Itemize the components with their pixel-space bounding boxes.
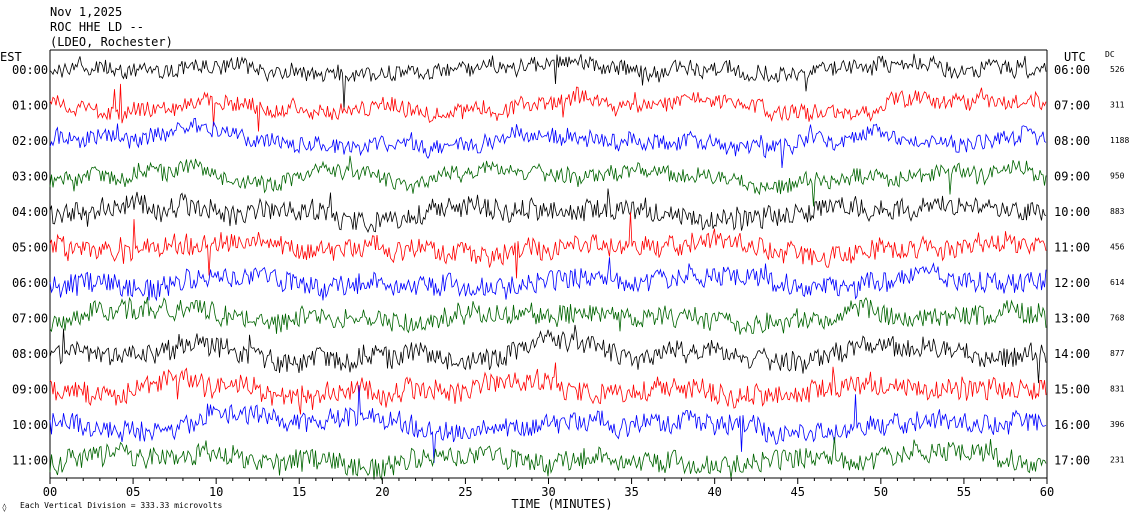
utc-hour-label: 13:00 bbox=[1054, 312, 1090, 326]
dc-value: 1188 bbox=[1110, 136, 1129, 145]
trace-line bbox=[49, 83, 1047, 132]
utc-hour-label: 12:00 bbox=[1054, 276, 1090, 290]
dc-value: 877 bbox=[1110, 349, 1125, 358]
footer-symbol: ◊ bbox=[2, 503, 7, 512]
x-tick-label: 55 bbox=[957, 485, 971, 499]
est-hour-label: 02:00 bbox=[12, 134, 48, 148]
x-tick-label: 20 bbox=[375, 485, 389, 499]
est-axis-label: EST bbox=[0, 50, 22, 64]
trace-line bbox=[49, 436, 1047, 481]
network-label: (LDEO, Rochester) bbox=[50, 35, 173, 49]
dc-value: 950 bbox=[1110, 172, 1125, 181]
utc-hour-label: 09:00 bbox=[1054, 170, 1090, 184]
utc-hour-label: 10:00 bbox=[1054, 205, 1090, 219]
x-axis-ticks: 00 05 10 15 20 25 30 35 40 45 50 55 60 bbox=[43, 478, 1054, 499]
trace-line bbox=[49, 296, 1047, 335]
utc-axis-label: UTC bbox=[1064, 50, 1086, 64]
trace-line bbox=[49, 362, 1047, 415]
dc-value: 396 bbox=[1110, 420, 1125, 429]
dc-value: 831 bbox=[1110, 385, 1125, 394]
trace-line bbox=[49, 155, 1047, 207]
trace-line bbox=[49, 188, 1047, 233]
dc-value: 311 bbox=[1110, 101, 1125, 110]
x-tick-label: 25 bbox=[458, 485, 472, 499]
dc-value: 614 bbox=[1110, 278, 1125, 287]
trace-line bbox=[49, 385, 1047, 463]
x-tick-label: 40 bbox=[707, 485, 721, 499]
dc-value: 883 bbox=[1110, 207, 1125, 216]
est-hour-label: 10:00 bbox=[12, 418, 48, 432]
utc-hour-label: 11:00 bbox=[1054, 241, 1090, 255]
est-hour-label: 04:00 bbox=[12, 205, 48, 219]
x-tick-label: 15 bbox=[292, 485, 306, 499]
trace-line bbox=[49, 117, 1047, 169]
est-hour-label: 08:00 bbox=[12, 347, 48, 361]
est-hour-label: 06:00 bbox=[12, 276, 48, 290]
utc-hour-label: 17:00 bbox=[1054, 454, 1090, 468]
trace-line bbox=[49, 324, 1047, 384]
x-tick-label: 05 bbox=[126, 485, 140, 499]
seismic-traces bbox=[49, 53, 1047, 481]
x-tick-label: 45 bbox=[791, 485, 805, 499]
x-tick-label: 35 bbox=[624, 485, 638, 499]
est-hour-label: 11:00 bbox=[12, 454, 48, 468]
utc-hour-label: 07:00 bbox=[1054, 99, 1090, 113]
est-hour-label: 01:00 bbox=[12, 99, 48, 113]
dc-column-label: DC bbox=[1105, 50, 1115, 59]
dc-value: 526 bbox=[1110, 65, 1125, 74]
x-tick-label: 10 bbox=[209, 485, 223, 499]
row-labels: 00:00 06:00 526 01:00 07:00 311 02:00 08:00 1188… bbox=[12, 63, 1129, 468]
utc-hour-label: 06:00 bbox=[1054, 63, 1090, 77]
est-hour-label: 03:00 bbox=[12, 170, 48, 184]
utc-hour-label: 15:00 bbox=[1054, 383, 1090, 397]
trace-line bbox=[49, 53, 1047, 110]
x-tick-label: 00 bbox=[43, 485, 57, 499]
utc-hour-label: 16:00 bbox=[1054, 418, 1090, 432]
dc-value: 768 bbox=[1110, 314, 1125, 323]
x-tick-label: 50 bbox=[874, 485, 888, 499]
est-hour-label: 05:00 bbox=[12, 241, 48, 255]
station-label: ROC HHE LD -- bbox=[50, 20, 144, 34]
date-label: Nov 1,2025 bbox=[50, 5, 122, 19]
utc-hour-label: 14:00 bbox=[1054, 347, 1090, 361]
trace-line bbox=[49, 212, 1047, 279]
x-tick-label: 30 bbox=[541, 485, 555, 499]
trace-line bbox=[49, 257, 1047, 302]
est-hour-label: 09:00 bbox=[12, 383, 48, 397]
dc-value: 456 bbox=[1110, 243, 1125, 252]
est-hour-label: 07:00 bbox=[12, 312, 48, 326]
utc-hour-label: 08:00 bbox=[1054, 134, 1090, 148]
x-tick-label: 60 bbox=[1040, 485, 1054, 499]
scale-note: Each Vertical Division = 333.33 microvol… bbox=[20, 501, 222, 510]
est-hour-label: 00:00 bbox=[12, 63, 48, 77]
x-axis-title: TIME (MINUTES) bbox=[511, 497, 612, 511]
dc-value: 231 bbox=[1110, 456, 1125, 465]
